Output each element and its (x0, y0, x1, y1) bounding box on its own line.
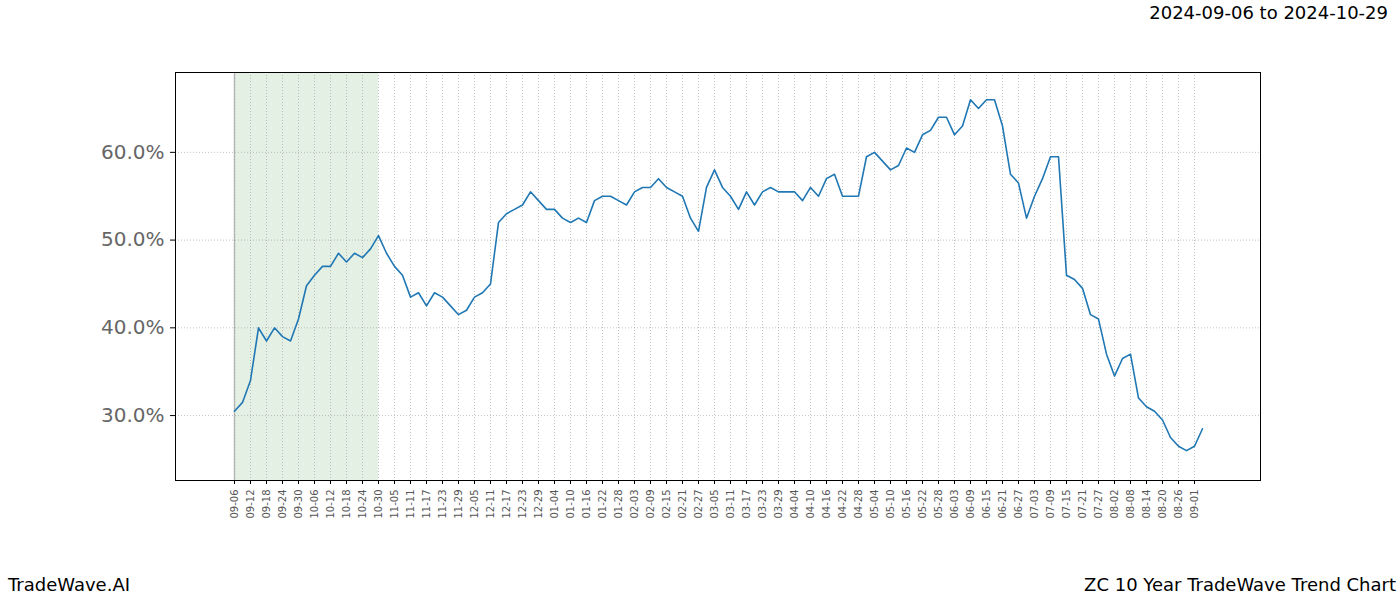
svg-text:05-16: 05-16 (901, 490, 912, 519)
svg-text:12-05: 12-05 (469, 490, 480, 519)
svg-text:10-06: 10-06 (309, 490, 320, 519)
svg-text:07-21: 07-21 (1077, 490, 1088, 519)
svg-text:50.0%: 50.0% (101, 227, 165, 251)
svg-text:11-29: 11-29 (453, 490, 464, 519)
svg-text:40.0%: 40.0% (101, 315, 165, 339)
svg-text:06-27: 06-27 (1013, 490, 1024, 519)
svg-text:07-09: 07-09 (1045, 490, 1056, 519)
svg-text:11-23: 11-23 (437, 490, 448, 519)
svg-text:06-15: 06-15 (981, 490, 992, 519)
svg-text:09-12: 09-12 (245, 490, 256, 519)
svg-text:09-24: 09-24 (277, 490, 288, 519)
svg-text:02-21: 02-21 (677, 490, 688, 519)
svg-text:09-30: 09-30 (293, 490, 304, 519)
svg-text:02-09: 02-09 (645, 490, 656, 519)
svg-text:05-10: 05-10 (885, 490, 896, 519)
svg-text:10-30: 10-30 (373, 490, 384, 519)
svg-text:08-08: 08-08 (1125, 490, 1136, 519)
svg-text:07-27: 07-27 (1093, 490, 1104, 519)
svg-text:09-18: 09-18 (261, 490, 272, 519)
svg-text:07-03: 07-03 (1029, 490, 1040, 519)
svg-text:12-11: 12-11 (485, 490, 496, 519)
svg-text:05-28: 05-28 (933, 490, 944, 519)
svg-text:11-05: 11-05 (389, 490, 400, 519)
svg-text:11-17: 11-17 (421, 490, 432, 519)
svg-text:03-23: 03-23 (757, 490, 768, 519)
svg-text:04-28: 04-28 (853, 490, 864, 519)
svg-text:03-05: 03-05 (709, 490, 720, 519)
svg-text:01-22: 01-22 (597, 490, 608, 519)
svg-text:09-01: 09-01 (1189, 490, 1200, 519)
html-text:2024-09-06 to 2024-10-29: 2024-09-06 to 2024-10-29 (1149, 2, 1388, 23)
svg-text:06-03: 06-03 (949, 490, 960, 519)
svg-text:04-16: 04-16 (821, 490, 832, 519)
svg-text:07-15: 07-15 (1061, 490, 1072, 519)
svg-text:10-12: 10-12 (325, 490, 336, 519)
svg-text:10-18: 10-18 (341, 490, 352, 519)
html-text:ZC 10 Year TradeWave Trend Cha: ZC 10 Year TradeWave Trend Chart (1084, 574, 1396, 595)
svg-text:03-29: 03-29 (773, 490, 784, 519)
svg-text:05-04: 05-04 (869, 490, 880, 519)
svg-text:04-04: 04-04 (789, 490, 800, 519)
svg-text:08-20: 08-20 (1157, 490, 1168, 519)
svg-text:02-27: 02-27 (693, 490, 704, 519)
svg-text:12-29: 12-29 (533, 490, 544, 519)
html-text:TradeWave.AI: TradeWave.AI (8, 574, 130, 595)
svg-text:05-22: 05-22 (917, 490, 928, 519)
svg-text:60.0%: 60.0% (101, 140, 165, 164)
svg-text:08-14: 08-14 (1141, 490, 1152, 519)
svg-text:01-10: 01-10 (565, 490, 576, 519)
svg-text:06-09: 06-09 (965, 490, 976, 519)
svg-text:12-23: 12-23 (517, 490, 528, 519)
svg-text:01-04: 01-04 (549, 490, 560, 519)
svg-text:04-22: 04-22 (837, 490, 848, 519)
svg-text:04-10: 04-10 (805, 490, 816, 519)
svg-text:08-26: 08-26 (1173, 490, 1184, 519)
svg-text:10-24: 10-24 (357, 490, 368, 519)
svg-text:12-17: 12-17 (501, 490, 512, 519)
svg-text:03-17: 03-17 (741, 490, 752, 519)
svg-text:02-03: 02-03 (629, 490, 640, 519)
svg-text:08-02: 08-02 (1109, 490, 1120, 519)
svg-text:09-06: 09-06 (229, 490, 240, 519)
svg-text:02-15: 02-15 (661, 490, 672, 519)
svg-text:03-11: 03-11 (725, 490, 736, 519)
svg-text:06-21: 06-21 (997, 490, 1008, 519)
svg-text:30.0%: 30.0% (101, 403, 165, 427)
svg-text:11-11: 11-11 (405, 490, 416, 519)
svg-text:01-16: 01-16 (581, 490, 592, 519)
svg-text:01-28: 01-28 (613, 490, 624, 519)
